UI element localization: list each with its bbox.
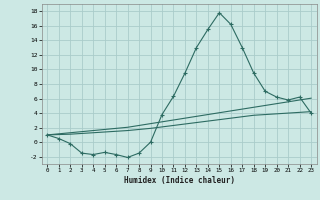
X-axis label: Humidex (Indice chaleur): Humidex (Indice chaleur) (124, 176, 235, 185)
